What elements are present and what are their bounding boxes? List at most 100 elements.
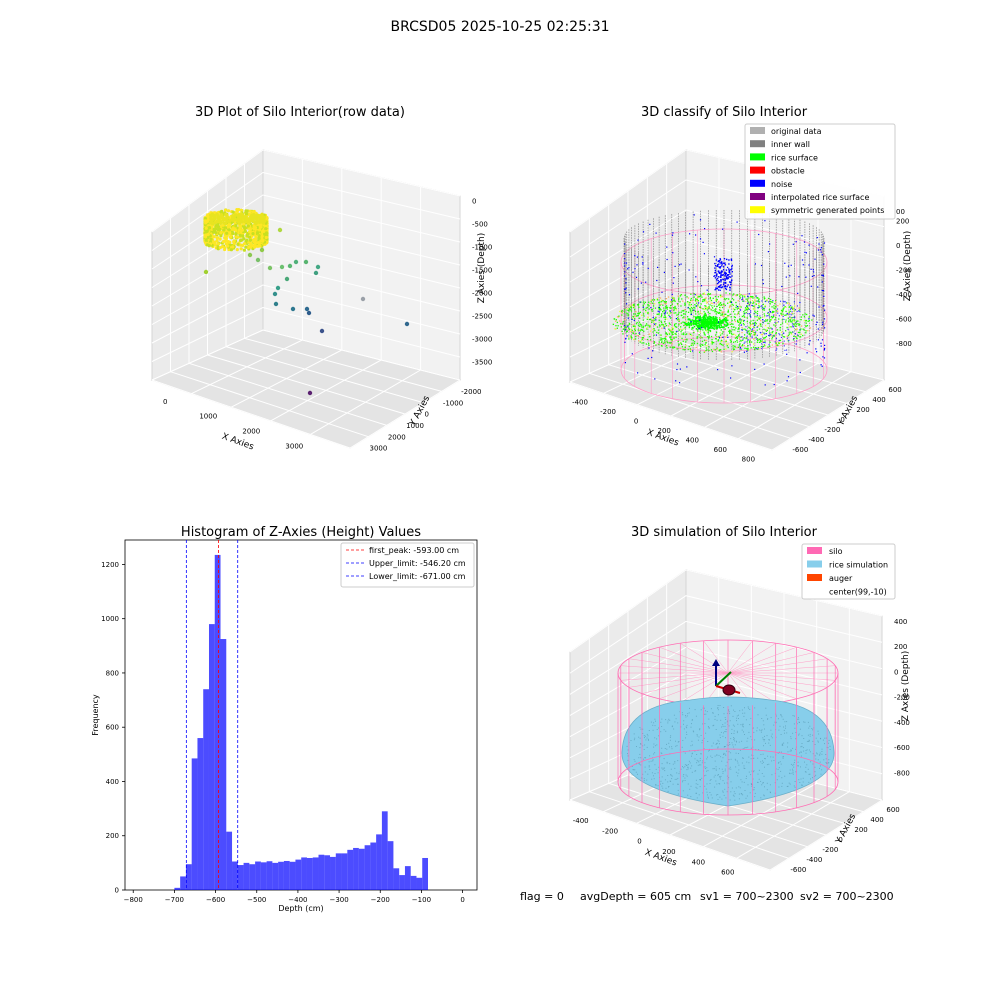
rice-mesh-dot <box>710 794 712 796</box>
rice-point <box>719 312 721 315</box>
rice-point <box>749 324 752 327</box>
rice-mesh-dot <box>748 731 750 733</box>
rice-point <box>729 329 731 331</box>
rice-point <box>683 324 685 327</box>
rice-point <box>702 327 704 329</box>
rice-mesh-dot <box>653 753 655 755</box>
rice-mesh-dot <box>770 792 771 794</box>
rice-point <box>661 314 663 317</box>
rice-mesh-dot <box>706 791 708 793</box>
noise-point <box>693 214 695 216</box>
rice-point <box>690 297 692 300</box>
noise-point <box>793 338 795 340</box>
scatter-point <box>214 231 218 235</box>
rice-point <box>729 301 732 303</box>
rice-point <box>685 344 687 347</box>
rice-mesh-dot <box>731 728 733 730</box>
rice-mesh-dot <box>762 753 764 755</box>
noise-point <box>739 346 741 349</box>
noise-point <box>720 263 722 265</box>
histogram-bar <box>410 875 417 890</box>
rice-point <box>711 321 713 323</box>
grid-line <box>589 372 791 439</box>
rice-point <box>790 332 792 334</box>
rice-mesh-dot <box>669 763 671 765</box>
noise-point <box>786 337 788 339</box>
noise-point <box>777 312 779 314</box>
rice-mesh-dot <box>672 763 674 765</box>
rice-mesh-dot <box>772 756 774 758</box>
rice-point <box>668 325 670 327</box>
rice-point <box>673 346 676 349</box>
rice-point <box>684 304 686 306</box>
rice-point <box>647 316 649 318</box>
rice-point <box>669 346 671 348</box>
rice-mesh-dot <box>805 771 807 773</box>
rice-point <box>771 317 773 319</box>
rice-mesh-dot <box>688 760 690 762</box>
rice-point <box>699 351 701 353</box>
rice-mesh-dot <box>696 735 698 737</box>
rice-point <box>757 348 759 350</box>
silo-spoke <box>727 665 836 674</box>
noise-point <box>748 305 750 307</box>
rice-mesh-dot <box>778 786 780 788</box>
rice-point <box>806 313 808 316</box>
silo-spoke <box>727 672 776 703</box>
rice-point <box>629 309 631 311</box>
rice-point <box>631 304 633 306</box>
rice-point <box>752 296 754 298</box>
noise-point <box>690 313 692 315</box>
rice-point <box>673 337 675 340</box>
noise-point <box>679 382 681 384</box>
histogram-bar <box>203 689 209 890</box>
rice-mesh-dot <box>817 741 819 743</box>
histogram-bar <box>214 554 221 890</box>
rice-point <box>706 301 709 303</box>
rice-point <box>639 330 641 332</box>
rice-mesh-dot <box>691 755 692 757</box>
rice-mesh-dot <box>754 739 756 741</box>
rice-point <box>720 323 722 325</box>
rice-point <box>628 338 630 340</box>
rice-mesh-dot <box>696 762 698 764</box>
rice-point <box>704 326 706 328</box>
rice-point <box>630 335 632 337</box>
rice-point <box>646 306 648 309</box>
rice-point <box>766 299 768 301</box>
rice-point <box>655 317 657 319</box>
rice-mesh-dot <box>829 749 831 750</box>
rice-point <box>720 337 722 339</box>
rice-point <box>752 329 754 332</box>
rice-mesh-dot <box>819 767 820 769</box>
rice-point <box>709 321 711 324</box>
histogram-bar <box>353 847 359 890</box>
rice-point <box>763 332 765 334</box>
rice-point <box>709 324 711 327</box>
rice-point <box>695 318 697 320</box>
rice-point <box>715 321 718 324</box>
panel2-title: 3D classify of Silo Interior <box>641 105 808 120</box>
rice-mesh-dot <box>644 744 646 746</box>
rice-point <box>729 323 731 326</box>
histogram-bar <box>422 857 428 890</box>
rice-point <box>674 333 676 335</box>
rice-point <box>775 332 777 335</box>
rice-point <box>683 316 685 318</box>
rice-mesh-dot <box>729 799 731 801</box>
noise-point <box>625 262 628 264</box>
rice-mesh-dot <box>684 780 686 781</box>
noise-point <box>628 294 631 296</box>
noise-point <box>650 307 652 309</box>
noise-point <box>796 311 798 313</box>
rice-point <box>695 300 697 302</box>
rice-point <box>716 311 718 313</box>
rice-mesh-dot <box>764 735 765 737</box>
noise-point <box>722 262 725 264</box>
noise-point <box>820 342 822 344</box>
rice-point <box>720 309 722 312</box>
rice-point <box>687 323 689 325</box>
rice-mesh-dot <box>730 705 732 707</box>
rice-mesh-dot <box>745 747 747 749</box>
rice-mesh-dot <box>821 751 823 752</box>
